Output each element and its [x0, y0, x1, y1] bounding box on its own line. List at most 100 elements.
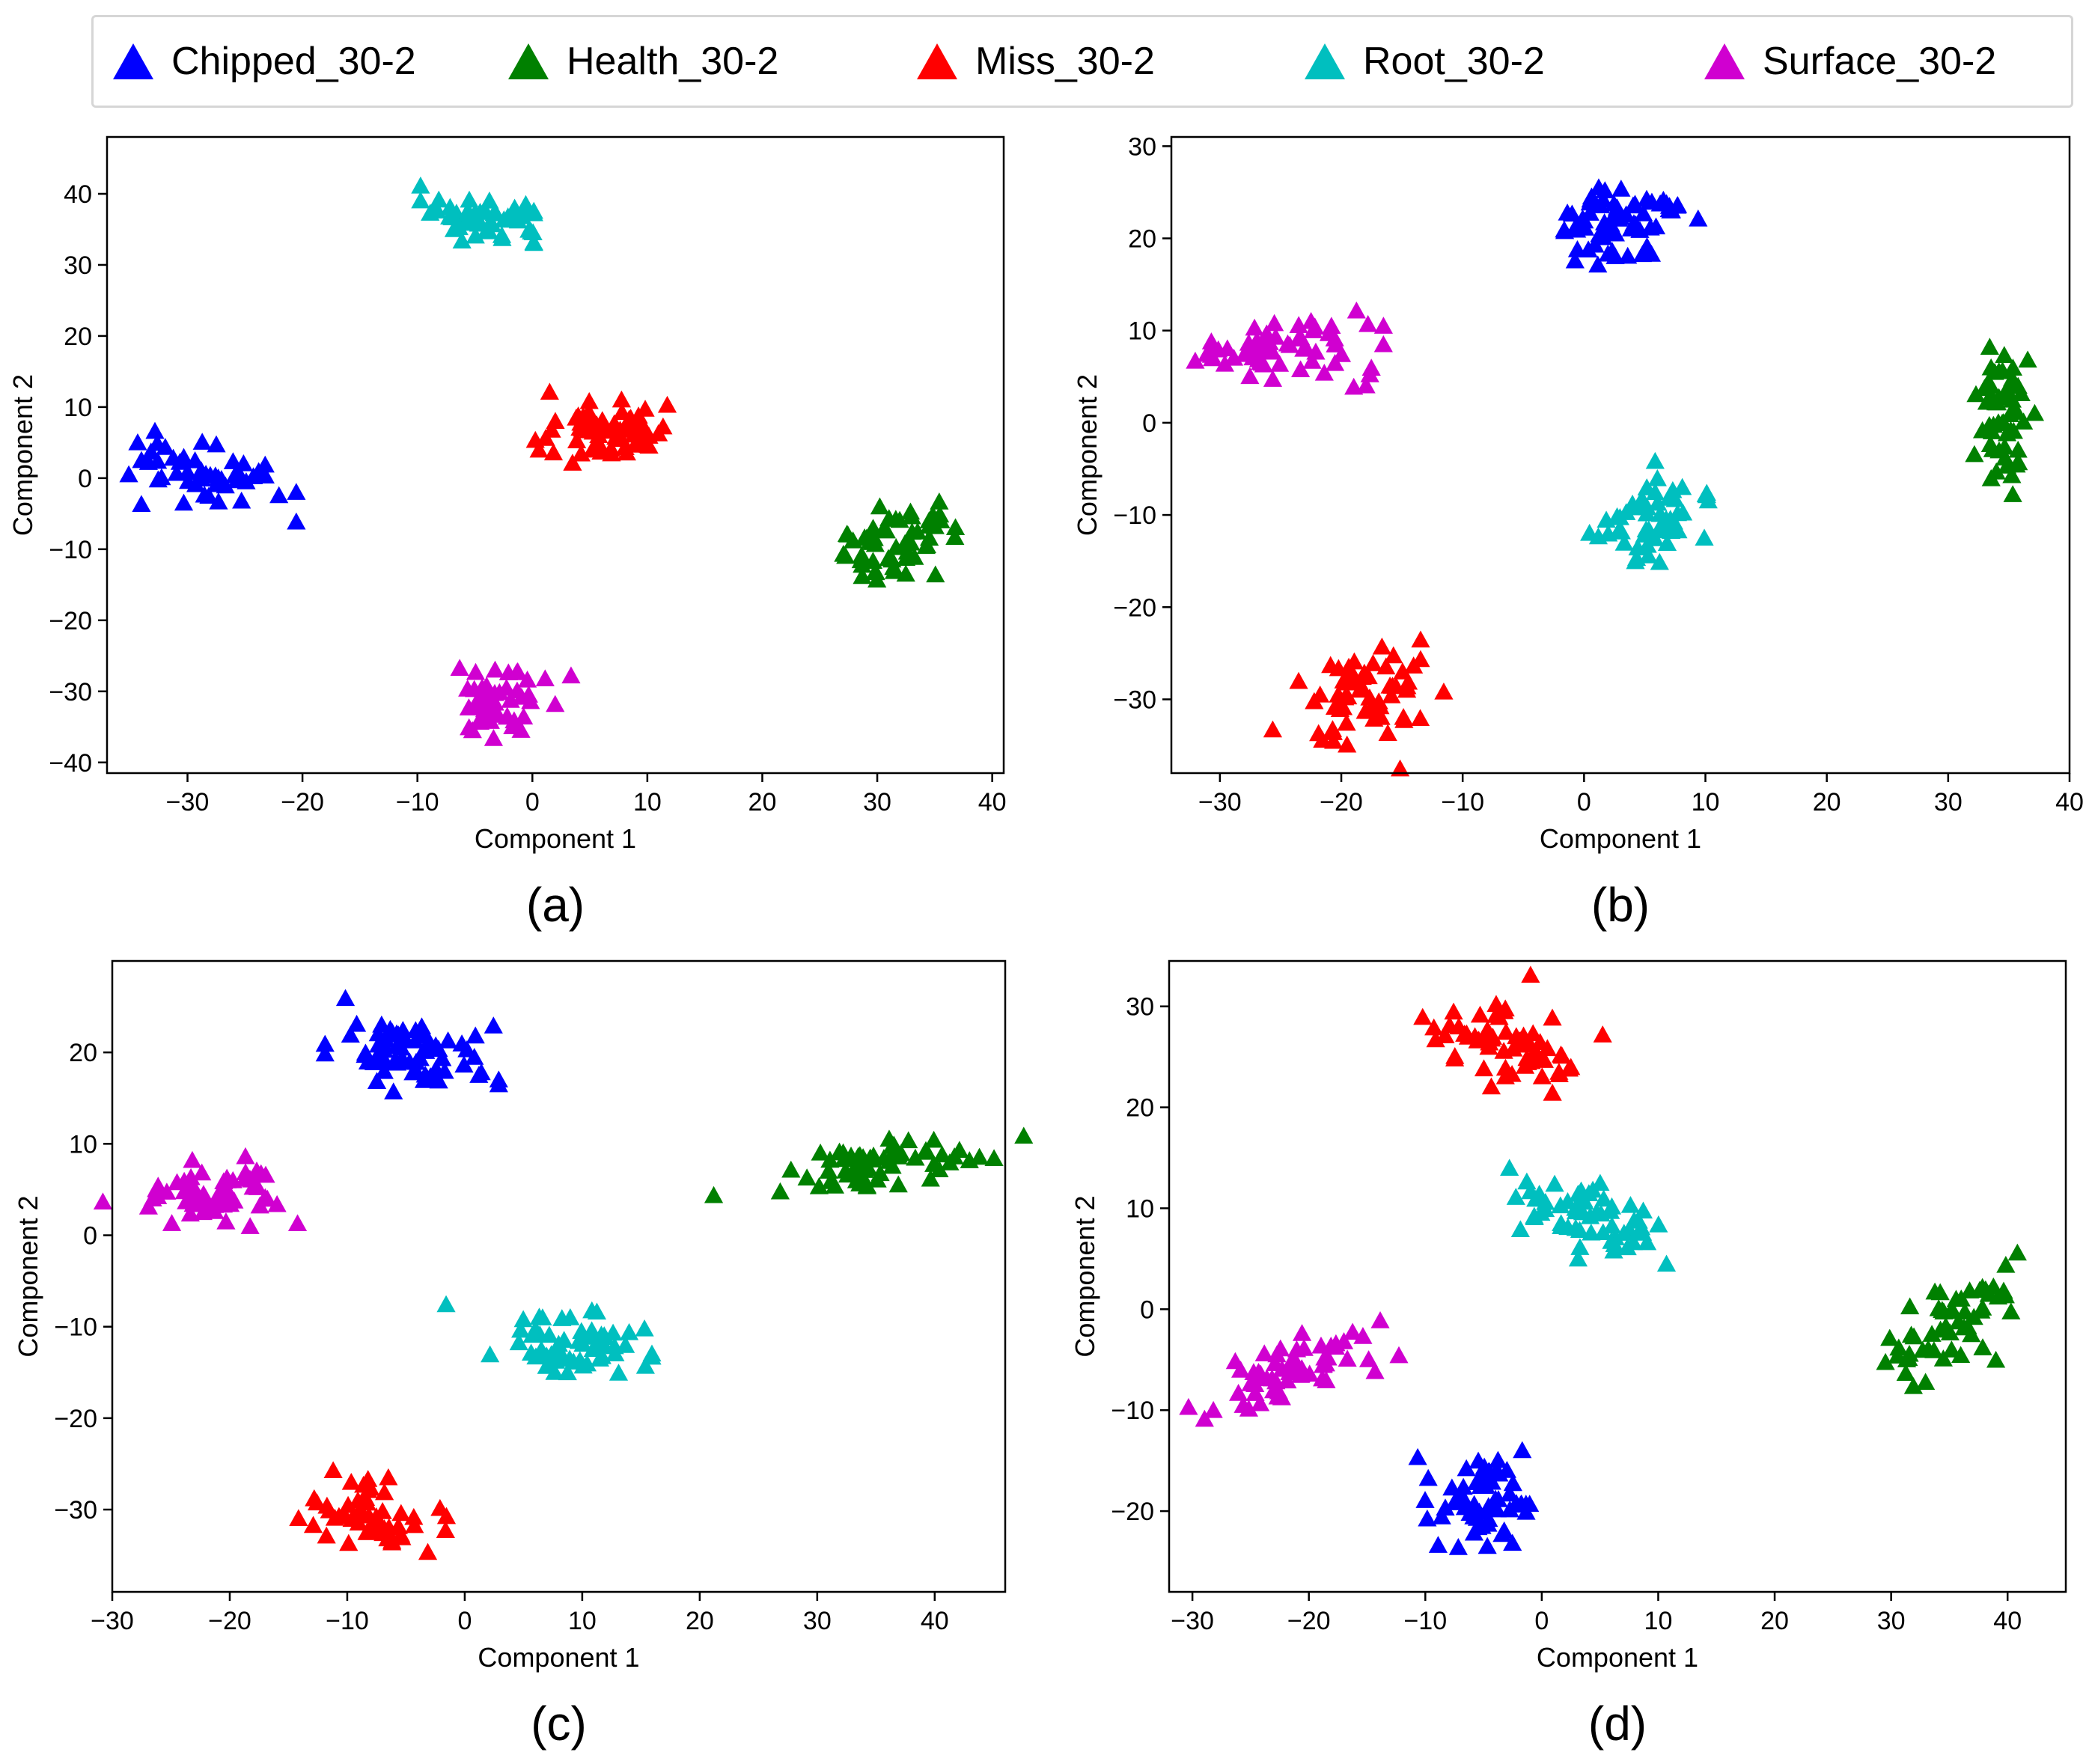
panel-d-point-chipped-30-2 [1503, 1474, 1522, 1492]
panel-d-ytick-label: 30 [1126, 993, 1154, 1022]
panel-d-axes-frame [1168, 959, 2067, 1593]
panel-d-point-root-30-2 [1510, 1220, 1530, 1238]
panel-c-point-surface-30-2 [193, 1203, 213, 1221]
panel-d-point-health-30-2 [1896, 1364, 1915, 1382]
panel-d-point-miss-30-2 [1481, 1077, 1501, 1095]
panel-d-point-miss-30-2 [1549, 1063, 1569, 1080]
panel-d-point-chipped-30-2 [1464, 1507, 1483, 1525]
panel-b-point-root-30-2 [1610, 507, 1629, 525]
legend-marker-chipped [113, 43, 153, 79]
panel-b-point-miss-30-2 [1411, 650, 1430, 668]
panel-d-point-chipped-30-2 [1513, 1441, 1532, 1459]
panel-a-point-miss-30-2 [579, 391, 599, 409]
panel-b-point-root-30-2 [1580, 523, 1600, 541]
panel-a-point-chipped-30-2 [195, 485, 214, 503]
panel-b-point-health-30-2 [2005, 400, 2025, 417]
panel-b-point-health-30-2 [2003, 485, 2022, 502]
panel-a-point-surface-30-2 [546, 695, 565, 712]
panel-a-point-chipped-30-2 [206, 466, 225, 483]
panel-b-point-root-30-2 [1638, 546, 1658, 564]
panel-a-point-root-30-2 [460, 205, 480, 223]
panel-c-point-chipped-30-2 [374, 1061, 394, 1079]
panel-c-point-root-30-2 [572, 1322, 591, 1340]
panel-b-point-chipped-30-2 [1588, 255, 1608, 273]
panel-a-point-root-30-2 [449, 218, 469, 236]
panel-d-point-root-30-2 [1568, 1249, 1588, 1267]
panel-c-point-root-30-2 [522, 1325, 542, 1343]
panel-b-point-surface-30-2 [1373, 317, 1393, 334]
panel-b-xtick-label: −30 [1198, 788, 1242, 817]
panel-b-point-miss-30-2 [1330, 700, 1350, 717]
panel-c-point-miss-30-2 [303, 1516, 323, 1533]
panel-b-point-chipped-30-2 [1602, 242, 1622, 259]
panel-c-xtick-label: 20 [686, 1607, 714, 1635]
panel-c-series-health-30-2 [704, 1126, 1034, 1203]
panel-a-xtick-label: 20 [748, 788, 777, 817]
panel-b-point-root-30-2 [1695, 528, 1714, 546]
panel-a-point-miss-30-2 [536, 429, 555, 446]
panel-c-point-chipped-30-2 [415, 1026, 435, 1044]
panel-c-point-miss-30-2 [418, 1542, 438, 1560]
panel-a-point-root-30-2 [440, 198, 460, 216]
panel-d-xtick-label: 30 [1877, 1607, 1906, 1635]
panel-b-point-miss-30-2 [1344, 652, 1364, 670]
panel-b-point-health-30-2 [2008, 440, 2028, 458]
panel-d-point-chipped-30-2 [1479, 1462, 1498, 1480]
panel-a-point-miss-30-2 [657, 395, 677, 413]
panel-d-point-chipped-30-2 [1469, 1451, 1488, 1469]
panel-a-points [119, 176, 966, 746]
panel-b-point-surface-30-2 [1361, 358, 1381, 376]
legend-label-miss: Miss_30-2 [975, 40, 1155, 83]
panel-d-point-chipped-30-2 [1428, 1536, 1448, 1553]
panel-a-point-health-30-2 [876, 521, 896, 539]
panel-a-point-miss-30-2 [540, 382, 559, 400]
panel-d-point-miss-30-2 [1470, 1005, 1490, 1023]
panel-b-ytick-label: 20 [1128, 225, 1156, 254]
panel-b-point-surface-30-2 [1358, 314, 1378, 332]
panel-b-point-health-30-2 [1986, 462, 2006, 480]
panel-d-point-chipped-30-2 [1500, 1484, 1519, 1502]
panel-c-point-health-30-2 [924, 1130, 944, 1148]
panel-b-point-miss-30-2 [1371, 707, 1391, 725]
legend-marker-root [1305, 43, 1345, 79]
panel-a-point-surface-30-2 [472, 678, 492, 696]
panel-c-point-surface-30-2 [148, 1187, 168, 1204]
panel-c-point-health-30-2 [836, 1161, 856, 1179]
panel-a-point-miss-30-2 [617, 443, 636, 461]
panel-d-xlabel: Component 1 [1537, 1642, 1698, 1673]
panel-d-point-miss-30-2 [1593, 1025, 1612, 1043]
panel-b-point-health-30-2 [2011, 384, 2031, 402]
panel-a-point-surface-30-2 [507, 681, 527, 699]
panel-b-xtick-label: 0 [1577, 788, 1591, 817]
panel-b-point-surface-30-2 [1280, 335, 1299, 353]
panel-c-point-miss-30-2 [430, 1498, 450, 1516]
panel-a-point-chipped-30-2 [227, 466, 246, 483]
panel-a-point-health-30-2 [902, 507, 921, 525]
panel-c-xtick-label: 10 [568, 1607, 597, 1635]
panel-c-point-surface-30-2 [247, 1162, 266, 1179]
panel-d-point-surface-30-2 [1267, 1345, 1287, 1363]
panel-d-point-root-30-2 [1571, 1201, 1591, 1219]
panel-b-point-miss-30-2 [1364, 698, 1383, 716]
panel-c-point-miss-30-2 [391, 1525, 411, 1542]
panel-b-point-miss-30-2 [1289, 671, 1308, 689]
panel-b-point-miss-30-2 [1339, 663, 1358, 681]
legend-entry-root: Root_30-2 [1302, 17, 1545, 106]
panel-a-point-health-30-2 [926, 565, 945, 583]
panel-c-point-health-30-2 [906, 1148, 925, 1166]
panel-c-point-health-30-2 [921, 1169, 940, 1187]
panel-b-point-health-30-2 [1997, 379, 2016, 397]
panel-b-point-root-30-2 [1650, 552, 1669, 570]
panel-a-point-surface-30-2 [471, 708, 490, 726]
panel-c-point-miss-30-2 [391, 1504, 411, 1522]
panel-c-point-chipped-30-2 [426, 1068, 445, 1085]
panel-a-point-miss-30-2 [567, 431, 587, 449]
panel-c-series-surface-30-2 [93, 1147, 308, 1234]
panel-a-xtick-label: 10 [633, 788, 662, 817]
panel-a-point-surface-30-2 [535, 669, 555, 687]
panel-c-xtick-label: −30 [91, 1607, 134, 1635]
panel-b-point-miss-30-2 [1313, 730, 1332, 748]
panel-a-point-chipped-30-2 [185, 451, 205, 469]
panel-a-point-chipped-30-2 [141, 442, 161, 460]
panel-b-point-surface-30-2 [1186, 351, 1205, 369]
